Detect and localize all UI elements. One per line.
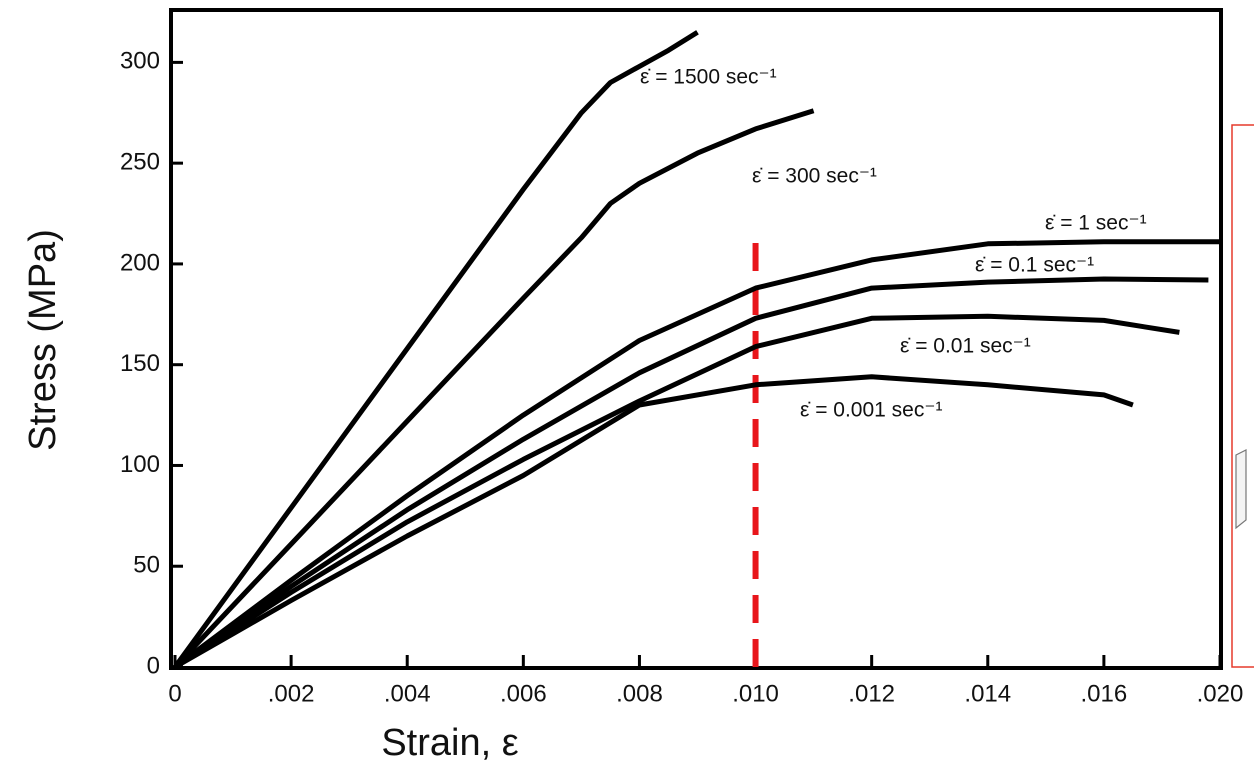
curve (173, 108, 815, 669)
plot-frame (169, 8, 1223, 670)
y-axis-title: Stress (MPa) (22, 229, 64, 451)
x-tick-label: .006 (500, 680, 547, 707)
x-tick-label: .020 (1197, 680, 1244, 707)
x-tick-label: .008 (616, 680, 663, 707)
x-tick-label: 0 (168, 680, 181, 707)
y-tick-label: 0 (147, 652, 160, 679)
x-tick-label: .004 (384, 680, 431, 707)
y-tick-label: 300 (120, 48, 160, 75)
curve-label: ε̇ = 300 sec⁻¹ (752, 165, 877, 188)
x-tick-label: .014 (964, 680, 1011, 707)
y-tick-label: 200 (120, 249, 160, 276)
curve (172, 30, 699, 669)
curve-label: ε̇ = 1 sec⁻¹ (1045, 212, 1147, 235)
x-axis-title: Strain, ε (381, 722, 518, 764)
curve (173, 239, 1220, 670)
curve (173, 374, 1134, 670)
curve (173, 276, 1209, 670)
x-tick-label: .010 (732, 680, 779, 707)
x-tick-label: .002 (268, 680, 315, 707)
side-icon (1235, 449, 1247, 530)
x-tick-label: .012 (848, 680, 895, 707)
curve-label: ε̇ = 0.001 sec⁻¹ (800, 399, 942, 422)
curve-label: ε̇ = 0.01 sec⁻¹ (900, 335, 1031, 358)
y-tick-label: 250 (120, 148, 160, 175)
curve-label: ε̇ = 1500 sec⁻¹ (640, 66, 777, 89)
side-box (1231, 124, 1254, 668)
y-tick-label: 150 (120, 350, 160, 377)
y-tick-label: 100 (120, 451, 160, 478)
y-tick-label: 50 (133, 552, 160, 579)
curve (173, 313, 1180, 670)
x-tick-label: .016 (1081, 680, 1128, 707)
curve-label: ε̇ = 0.1 sec⁻¹ (975, 254, 1094, 277)
